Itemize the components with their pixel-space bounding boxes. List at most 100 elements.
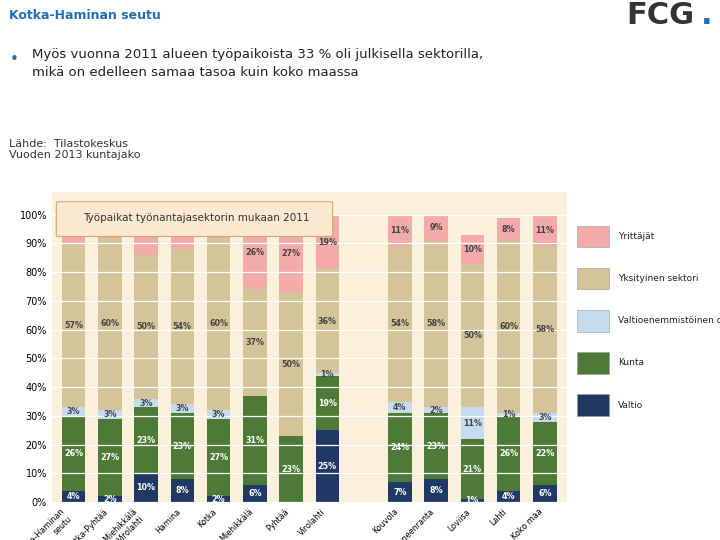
Bar [424, 241, 448, 407]
Bar [62, 416, 86, 491]
Text: Yrittäjät: Yrittäjät [618, 232, 654, 241]
Text: 14%: 14% [137, 231, 156, 239]
Text: 60%: 60% [499, 322, 518, 332]
Bar [98, 419, 122, 496]
Bar [135, 215, 158, 255]
Bar [577, 268, 609, 289]
Bar [62, 244, 86, 407]
Bar [497, 416, 521, 491]
Bar [207, 218, 230, 238]
Text: 7%: 7% [212, 223, 225, 232]
Text: 1%: 1% [466, 496, 479, 505]
Bar [424, 215, 448, 241]
Text: 21%: 21% [463, 464, 482, 474]
Text: 25%: 25% [318, 462, 337, 471]
Bar [171, 215, 194, 249]
Bar [388, 482, 412, 502]
Bar [497, 218, 521, 241]
Text: 11%: 11% [463, 418, 482, 428]
Text: Työpaikat työnantajasektorin mukaan 2011: Työpaikat työnantajasektorin mukaan 2011 [83, 213, 309, 223]
Bar [461, 407, 484, 439]
Text: 11%: 11% [536, 226, 554, 235]
Text: 3%: 3% [176, 404, 189, 413]
Text: 3%: 3% [103, 410, 117, 419]
Bar [243, 396, 266, 485]
Bar [461, 264, 484, 407]
Text: Yksityinen sektori: Yksityinen sektori [618, 274, 698, 283]
Text: 8%: 8% [429, 486, 443, 495]
Bar [533, 246, 557, 413]
Text: 50%: 50% [137, 322, 156, 332]
Text: 10%: 10% [463, 245, 482, 254]
Text: 60%: 60% [100, 320, 120, 328]
Text: 2%: 2% [212, 495, 225, 504]
Text: .: . [701, 1, 713, 30]
Text: 24%: 24% [390, 443, 410, 452]
Text: 3%: 3% [212, 410, 225, 419]
Bar [98, 410, 122, 419]
Bar [424, 479, 448, 502]
Text: 37%: 37% [246, 338, 264, 347]
Text: 12%: 12% [173, 227, 192, 237]
Text: 31%: 31% [246, 436, 264, 445]
Text: 3%: 3% [67, 407, 81, 416]
Text: 19%: 19% [318, 399, 337, 408]
Bar [388, 246, 412, 402]
Text: 10%: 10% [137, 483, 156, 492]
Text: 8%: 8% [502, 225, 516, 234]
Bar [62, 215, 86, 244]
Bar [497, 241, 521, 413]
Bar [207, 496, 230, 502]
Text: 6%: 6% [248, 489, 261, 498]
Text: 58%: 58% [536, 325, 554, 334]
Bar [533, 215, 557, 246]
Bar [315, 373, 339, 376]
Text: 54%: 54% [390, 320, 410, 328]
Text: 26%: 26% [499, 449, 518, 458]
Bar [62, 407, 86, 416]
Text: Kunta: Kunta [618, 359, 644, 367]
Text: 4%: 4% [393, 403, 407, 412]
Text: 23%: 23% [173, 442, 192, 451]
Bar [135, 474, 158, 502]
Text: 8%: 8% [103, 222, 117, 231]
Bar [497, 413, 521, 416]
Bar [388, 413, 412, 482]
Text: 6%: 6% [538, 489, 552, 498]
Text: 1%: 1% [502, 410, 516, 419]
Text: 11%: 11% [390, 226, 410, 235]
Text: •: • [9, 52, 18, 67]
Bar [533, 413, 557, 422]
Bar [577, 226, 609, 247]
Bar [135, 399, 158, 407]
Text: 3%: 3% [140, 399, 153, 408]
Bar [135, 407, 158, 474]
Bar [315, 376, 339, 430]
Text: 50%: 50% [463, 331, 482, 340]
Text: Lähde:  Tilastokeskus
Vuoden 2013 kuntajako: Lähde: Tilastokeskus Vuoden 2013 kuntaja… [9, 139, 141, 160]
Text: 23%: 23% [282, 464, 301, 474]
Bar [461, 500, 484, 502]
Bar [171, 413, 194, 479]
Bar [279, 436, 303, 502]
Bar [577, 394, 609, 416]
Text: 60%: 60% [209, 320, 228, 328]
Bar [171, 404, 194, 413]
Bar [243, 485, 266, 502]
Text: 19%: 19% [318, 238, 337, 247]
Text: 9%: 9% [429, 223, 443, 232]
Text: 27%: 27% [282, 249, 301, 258]
Text: 22%: 22% [535, 449, 554, 458]
Text: Valtioenemmistöinen oy: Valtioenemmistöinen oy [618, 316, 720, 325]
Text: 2%: 2% [103, 495, 117, 504]
Text: 57%: 57% [64, 321, 83, 330]
Bar [388, 215, 412, 246]
Text: 4%: 4% [502, 492, 516, 501]
Text: FCG: FCG [626, 1, 695, 30]
Bar [171, 249, 194, 404]
Text: 2%: 2% [429, 406, 443, 415]
Bar [243, 215, 266, 289]
FancyBboxPatch shape [56, 201, 333, 237]
Bar [577, 352, 609, 374]
Bar [98, 215, 122, 238]
